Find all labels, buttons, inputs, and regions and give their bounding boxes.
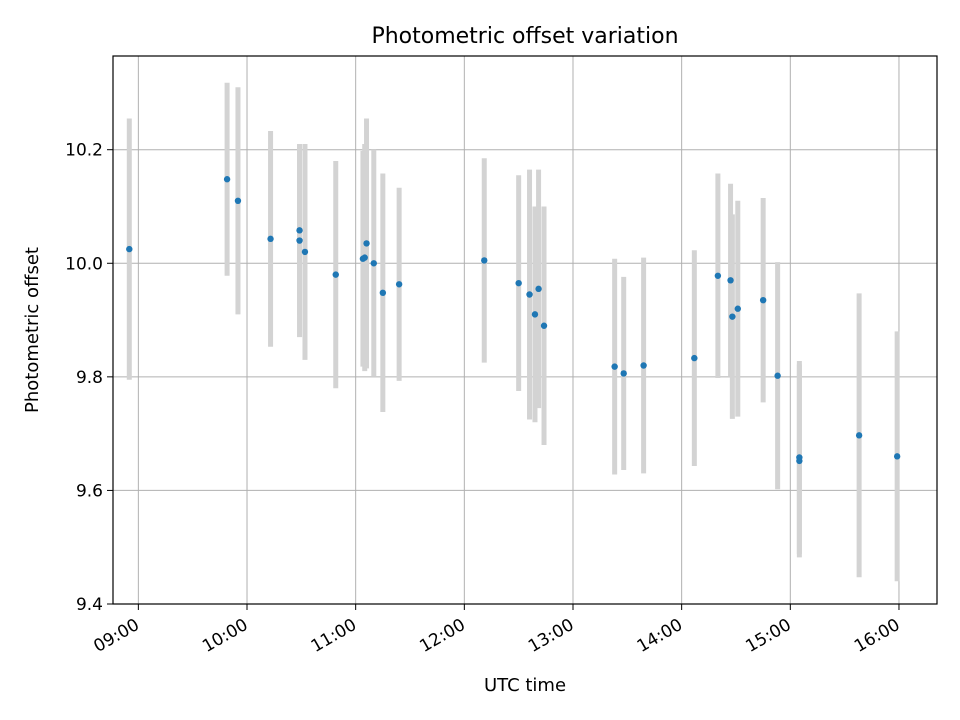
- data-point: [126, 245, 133, 253]
- data-point: [234, 197, 242, 205]
- y-tick-label: 10.0: [65, 254, 103, 274]
- data-point: [296, 227, 303, 234]
- x-axis-label: UTC time: [484, 675, 566, 696]
- data-point: [691, 354, 698, 362]
- y-tick-label: 9.8: [76, 368, 103, 388]
- data-point: [540, 322, 548, 329]
- data-points: [126, 176, 901, 465]
- data-point: [855, 432, 863, 439]
- data-point: [481, 257, 488, 264]
- data-point: [727, 277, 734, 284]
- data-point: [759, 296, 767, 304]
- chart-title: Photometric offset variation: [371, 24, 678, 49]
- plot-frame: [112, 55, 938, 605]
- y-tick-label: 10.2: [65, 141, 103, 161]
- data-point: [361, 254, 368, 261]
- data-point: [267, 235, 274, 243]
- data-point: [620, 370, 627, 377]
- data-point: [301, 248, 309, 256]
- data-point: [729, 313, 736, 320]
- y-axis-label: Photometric offset: [22, 247, 43, 413]
- data-point: [370, 260, 377, 267]
- data-point: [395, 281, 403, 288]
- data-point: [332, 271, 339, 278]
- data-point: [611, 363, 618, 370]
- data-point: [796, 457, 803, 465]
- data-point: [363, 240, 370, 247]
- data-point: [515, 279, 522, 287]
- data-point: [526, 291, 533, 298]
- data-point: [535, 285, 542, 293]
- data-point: [379, 289, 387, 297]
- data-point: [296, 237, 303, 244]
- data-point: [893, 453, 901, 460]
- y-axis-ticks: 9.4 9.6 9.8 10.0 10.2: [65, 141, 113, 615]
- data-point: [734, 305, 741, 312]
- data-point: [531, 311, 539, 318]
- y-tick-label: 9.6: [76, 481, 103, 501]
- data-point: [714, 272, 722, 279]
- y-tick-label: 9.4: [76, 595, 103, 615]
- data-point: [223, 176, 231, 183]
- data-point: [640, 362, 647, 369]
- data-point: [774, 372, 781, 379]
